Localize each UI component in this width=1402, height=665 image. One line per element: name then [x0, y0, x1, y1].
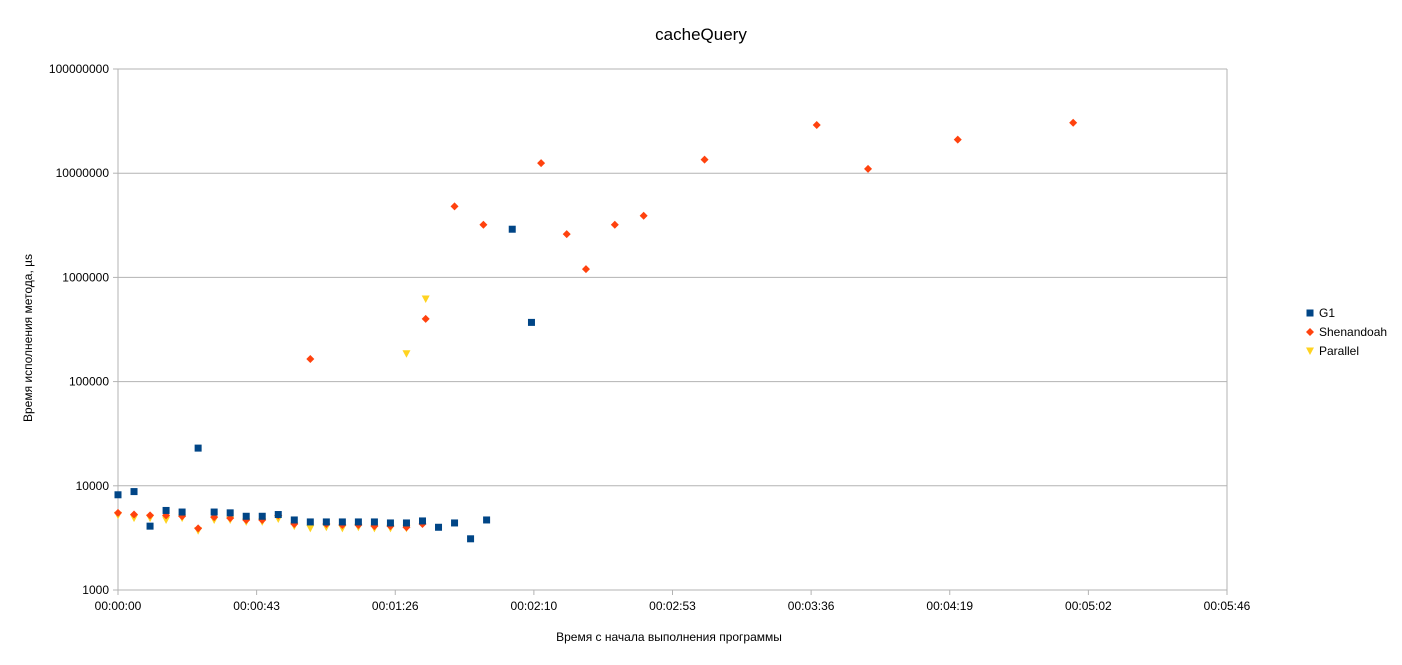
point-g1 — [483, 516, 491, 524]
point-shenandoah — [562, 230, 571, 239]
legend-item-g1: G1 — [1306, 306, 1335, 320]
y-axis-label: Время исполнения метода, µs — [21, 254, 35, 422]
point-g1 — [258, 512, 266, 520]
y-axis-ticks: 1000 10000 100000 1000000 10000000 100000000 — [49, 62, 118, 597]
gridlines — [118, 68, 1228, 590]
point-shenandoah — [421, 314, 430, 323]
point-shenandoah — [450, 202, 459, 211]
point-shenandoah — [146, 511, 155, 520]
point-shenandoah — [114, 508, 122, 517]
x-tick-label: 00:03:36 — [788, 599, 835, 613]
point-g1 — [451, 519, 459, 527]
point-parallel — [421, 295, 430, 304]
x-axis-label: Время с начала выполнения программы — [556, 630, 782, 644]
point-g1 — [306, 518, 314, 526]
point-g1 — [194, 444, 202, 452]
x-tick-label: 00:02:53 — [649, 599, 696, 613]
series-parallel — [114, 295, 430, 535]
point-g1 — [402, 519, 410, 527]
point-parallel — [402, 350, 411, 358]
x-tick-label: 00:00:43 — [233, 599, 280, 613]
point-g1 — [226, 509, 234, 517]
point-shenandoah — [639, 211, 648, 220]
series-shenandoah — [114, 118, 1078, 533]
x-tick-label: 00:00:00 — [95, 599, 142, 613]
data-points — [114, 118, 1078, 543]
point-g1 — [322, 518, 330, 526]
point-g1 — [178, 508, 186, 516]
chart-title: cacheQuery — [655, 25, 747, 44]
point-g1 — [242, 512, 250, 520]
y-tick-label: 100000000 — [49, 62, 109, 76]
point-g1 — [210, 508, 218, 516]
legend: G1 Shenandoah Parallel — [1306, 306, 1387, 358]
legend-marker — [1306, 309, 1314, 317]
point-shenandoah — [130, 510, 139, 519]
point-g1 — [508, 225, 516, 233]
y-tick-label: 1000000 — [62, 270, 109, 284]
y-tick-label: 10000000 — [56, 166, 110, 180]
point-shenandoah — [610, 220, 619, 229]
point-shenandoah — [194, 524, 203, 533]
x-tick-label: 00:04:19 — [926, 599, 973, 613]
point-shenandoah — [306, 354, 315, 363]
point-g1 — [274, 511, 282, 519]
point-g1 — [418, 517, 426, 525]
y-tick-label: 1000 — [82, 583, 109, 597]
legend-label: Shenandoah — [1319, 325, 1387, 339]
point-g1 — [354, 518, 362, 526]
point-shenandoah — [581, 265, 590, 274]
point-g1 — [130, 488, 138, 496]
point-shenandoah — [1069, 118, 1078, 127]
x-tick-label: 00:05:46 — [1204, 599, 1251, 613]
point-parallel — [162, 516, 171, 524]
point-g1 — [527, 318, 535, 326]
point-shenandoah — [812, 121, 821, 130]
point-shenandoah — [700, 155, 709, 164]
x-tick-label: 00:01:26 — [372, 599, 419, 613]
point-g1 — [435, 523, 443, 531]
point-parallel — [306, 524, 315, 533]
point-shenandoah — [537, 159, 546, 168]
point-g1 — [290, 516, 298, 524]
x-tick-label: 00:05:02 — [1065, 599, 1112, 613]
legend-label: Parallel — [1319, 344, 1359, 358]
point-g1 — [146, 522, 154, 530]
legend-label: G1 — [1319, 306, 1335, 320]
y-tick-label: 100000 — [69, 375, 109, 389]
y-tick-label: 10000 — [76, 479, 110, 493]
point-g1 — [338, 518, 346, 526]
point-shenandoah — [953, 135, 962, 144]
x-tick-label: 00:02:10 — [511, 599, 558, 613]
x-axis-ticks: 00:00:00 00:00:43 00:01:26 00:02:10 00:02:53… — [95, 590, 1251, 613]
point-g1 — [370, 518, 378, 526]
series-g1 — [114, 225, 535, 543]
point-g1 — [467, 535, 475, 543]
legend-item-parallel: Parallel — [1306, 344, 1359, 358]
legend-marker — [1306, 328, 1314, 336]
point-shenandoah — [479, 220, 488, 229]
point-g1 — [114, 491, 122, 499]
point-shenandoah — [864, 164, 873, 173]
legend-marker — [1306, 347, 1314, 355]
point-g1 — [162, 506, 170, 514]
point-g1 — [386, 519, 394, 527]
legend-item-shenandoah: Shenandoah — [1306, 325, 1387, 339]
